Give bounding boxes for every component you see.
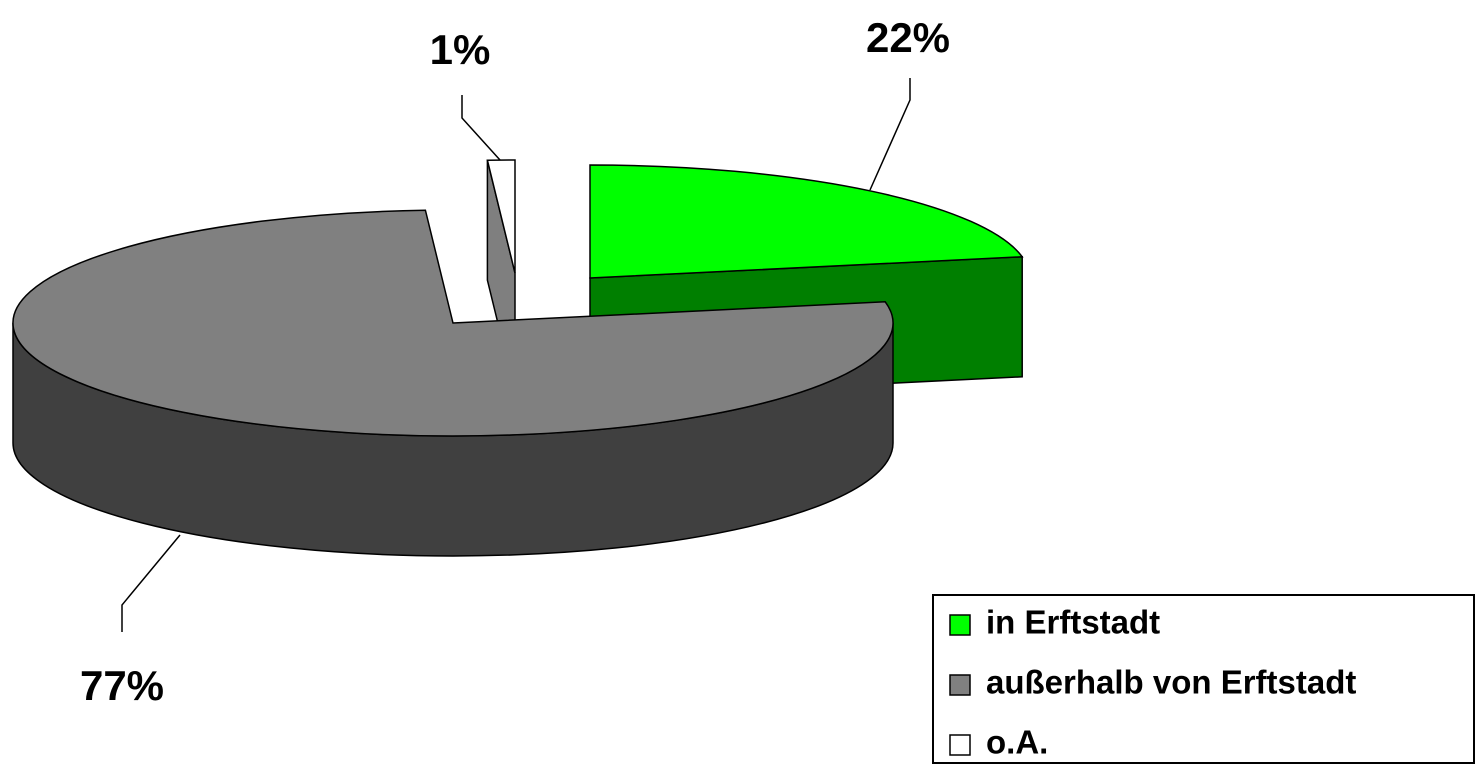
data-label: 1%: [430, 26, 491, 73]
data-label: 22%: [866, 14, 950, 61]
legend-label: außerhalb von Erftstadt: [986, 664, 1356, 701]
legend-label: o.A.: [986, 724, 1048, 761]
slice: [486, 159, 516, 274]
legend-swatch: [949, 734, 971, 756]
legend-swatch: [949, 614, 971, 636]
leader-line: [121, 534, 181, 632]
legend-label: in Erftstadt: [986, 604, 1160, 641]
legend-swatch: [949, 674, 971, 696]
legend-entries: in Erftstadt außerhalb von Erftstadt o.A.: [949, 604, 1356, 761]
slice: [589, 164, 1024, 279]
slice: [12, 209, 894, 437]
data-label: 77%: [80, 662, 164, 709]
pie: [12, 159, 1024, 557]
leader-line: [461, 95, 501, 161]
leader-line: [869, 78, 911, 191]
legend: [932, 594, 1475, 764]
